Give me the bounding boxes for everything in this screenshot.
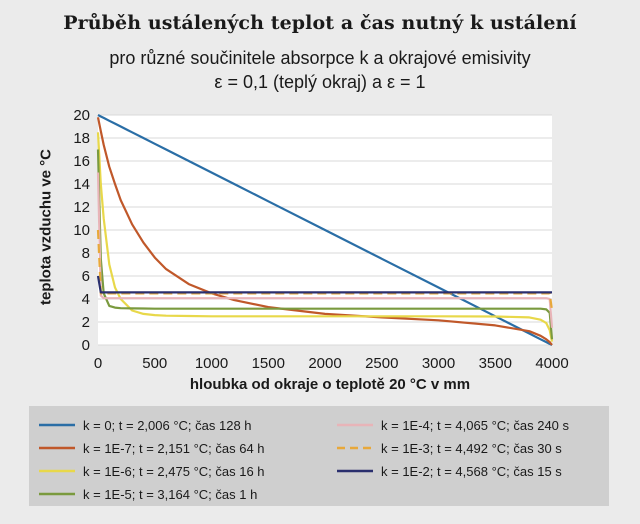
series-line-7 [96, 275, 552, 294]
series-line-1 [97, 114, 553, 346]
y-tick-label: 8 [82, 245, 90, 262]
y-tick-label: 4 [82, 291, 90, 308]
y-tick-label: 20 [73, 107, 90, 124]
legend-label: k = 1E-7; t = 2,151 °C; čas 64 h [83, 440, 265, 456]
y-tick-label: 2 [82, 314, 90, 331]
legend-item: k = 1E-4; t = 4,065 °C; čas 240 s [335, 416, 569, 434]
y-tick-label: 0 [82, 337, 90, 354]
line-chart: 0 2 4 6 8 10 12 14 16 18 20 0 500 1000 1500 2000 2500 300… [73, 107, 568, 372]
chart-subtitle-line1: pro různé součinitele absorpce k a okraj… [109, 48, 531, 68]
legend-swatch [337, 469, 373, 473]
legend-item: k = 1E-6; t = 2,475 °C; čas 16 h [37, 462, 265, 480]
legend-item: k = 1E-7; t = 2,151 °C; čas 64 h [37, 439, 265, 457]
legend-label: k = 1E-4; t = 4,065 °C; čas 240 s [381, 417, 570, 433]
legend-item: k = 1E-5; t = 3,164 °C; čas 1 h [37, 485, 257, 503]
y-tick-label: 10 [73, 222, 90, 239]
legend-label: k = 1E-6; t = 2,475 °C; čas 16 h [83, 463, 265, 479]
x-tick-label: 3500 [479, 355, 512, 372]
x-tick-label: 1000 [195, 355, 228, 372]
legend-swatch [39, 492, 75, 496]
legend-label: k = 1E-3; t = 4,492 °C; čas 30 s [381, 440, 562, 456]
legend-swatch [337, 446, 373, 450]
y-tick-label: 18 [73, 130, 90, 147]
y-axis-label: teplota vzduchu ve °C [37, 148, 55, 306]
x-tick-label: 2500 [365, 355, 398, 372]
legend-item: k = 1E-3; t = 4,492 °C; čas 30 s [335, 439, 562, 457]
x-tick-label: 2000 [308, 355, 341, 372]
y-tick-label: 16 [73, 153, 90, 170]
y-tick-label: 6 [82, 268, 90, 285]
x-tick-label: 0 [94, 355, 102, 372]
legend-label: k = 0; t = 2,006 °C; čas 128 h [83, 417, 252, 433]
x-tick-label: 1500 [252, 355, 285, 372]
legend-swatch [39, 423, 75, 427]
legend-swatch [39, 469, 75, 473]
legend-label: k = 1E-5; t = 3,164 °C; čas 1 h [83, 486, 258, 502]
series-line-4 [96, 149, 554, 340]
series-line-3 [96, 132, 554, 342]
x-tick-label: 4000 [535, 355, 568, 372]
legend-item: k = 1E-2; t = 4,568 °C; čas 15 s [335, 462, 562, 480]
legend-label: k = 1E-2; t = 4,568 °C; čas 15 s [381, 463, 562, 479]
chart-subtitle-line2: ε = 0,1 (teplý okraj) a ε = 1 [214, 72, 426, 92]
series-line-5 [96, 172, 554, 328]
x-axis-label: hloubka od okraje o teplotě 20 °C v mm [189, 376, 471, 393]
chart-title: Průběh ustálených teplot a čas nutný k u… [63, 12, 577, 34]
y-tick-label: 14 [73, 176, 90, 193]
x-tick-label: 3000 [422, 355, 455, 372]
legend-swatch [39, 446, 75, 450]
chart-legend: k = 0; t = 2,006 °C; čas 128 h k = 1E-7; … [29, 406, 609, 506]
legend-item: k = 0; t = 2,006 °C; čas 128 h [37, 416, 252, 434]
x-tick-label: 500 [142, 355, 167, 372]
legend-swatch [337, 423, 373, 427]
y-tick-label: 12 [73, 199, 90, 216]
